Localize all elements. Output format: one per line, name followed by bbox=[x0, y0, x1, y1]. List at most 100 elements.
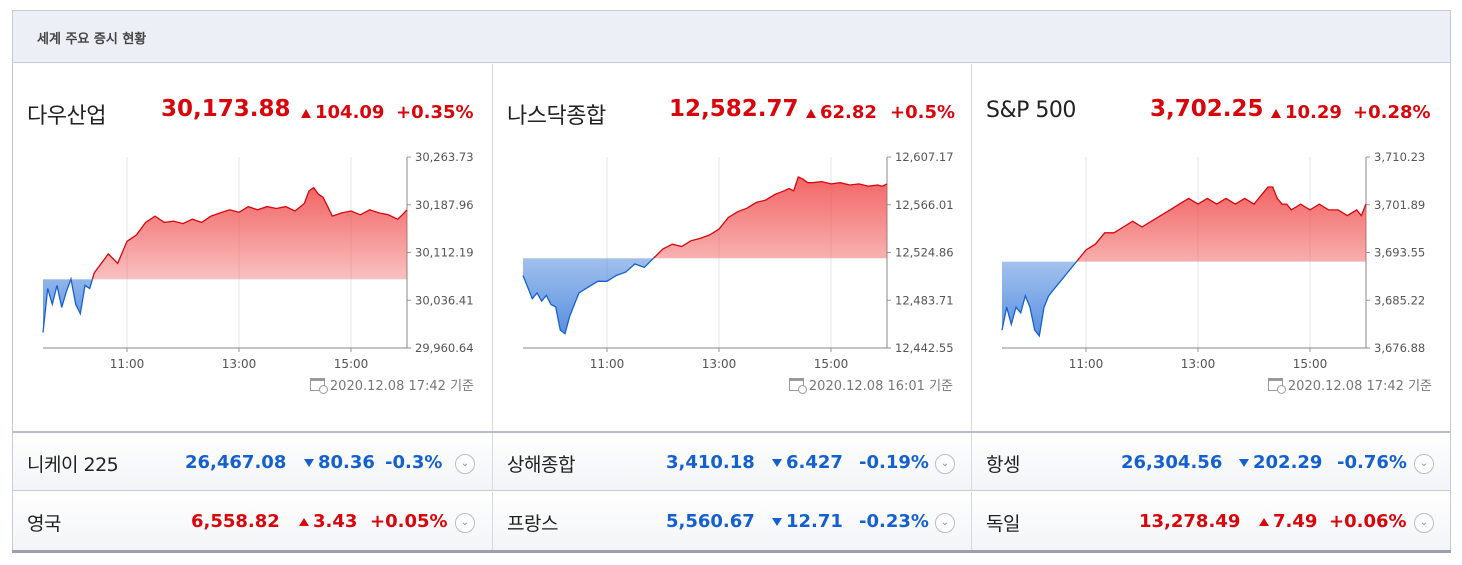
intraday-chart-dow: 11:00 13:00 15:00 30,263.73 30,187.96 30,112.… bbox=[42, 150, 474, 371]
x-tick-label: 11:00 bbox=[590, 357, 625, 371]
index-change: 104.09 bbox=[315, 102, 385, 123]
timestamp: 2020.12.08 17:42 기준 bbox=[309, 375, 474, 394]
index-row-shanghai[interactable]: 상해종합 3,410.18 6.427 -0.19% ⌄ bbox=[492, 433, 971, 491]
row-change: 7.49 bbox=[1273, 511, 1318, 532]
y-tick-label: 30,112.19 bbox=[415, 246, 474, 260]
index-panel-sp500[interactable]: S&P 500 3,702.25 10.29 +0.28% 11:00 13:00… bbox=[971, 64, 1450, 431]
calendar-clock-icon bbox=[309, 378, 328, 394]
index-row-hangseng[interactable]: 항셍 26,304.56 202.29 -0.76% ⌄ bbox=[971, 433, 1450, 491]
y-tick-label: 29,960.64 bbox=[415, 341, 474, 355]
calendar-clock-icon bbox=[1267, 378, 1286, 394]
area-above-baseline bbox=[43, 187, 407, 280]
x-tick-label: 13:00 bbox=[1181, 357, 1216, 371]
index-row-uk[interactable]: 영국 6,558.82 3.43 +0.05% ⌄ bbox=[13, 492, 492, 552]
chevron-down-circle-icon[interactable]: ⌄ bbox=[935, 454, 955, 474]
chevron-down-circle-icon[interactable]: ⌄ bbox=[455, 454, 475, 474]
y-tick-label: 3,676.88 bbox=[1374, 341, 1425, 355]
timestamp: 2020.12.08 17:42 기준 bbox=[1267, 375, 1432, 394]
row-change: 80.36 bbox=[318, 452, 375, 473]
y-tick-label: 12,442.55 bbox=[895, 341, 954, 355]
widget-header: 세계 주요 증시 현황 bbox=[13, 11, 1450, 63]
row-value: 5,560.67 bbox=[666, 511, 755, 532]
index-row-nikkei[interactable]: 니케이 225 26,467.08 80.36 -0.3% ⌄ bbox=[13, 433, 492, 491]
row-percent: -0.76% bbox=[1337, 452, 1407, 473]
y-tick-label: 12,566.01 bbox=[895, 198, 954, 212]
y-tick-label: 3,685.22 bbox=[1374, 293, 1425, 307]
x-tick-label: 15:00 bbox=[334, 357, 369, 371]
row-change: 6.427 bbox=[786, 452, 843, 473]
intraday-chart-sp500: 11:00 13:00 15:00 3,710.23 3,701.89 3,693.55 3… bbox=[1001, 150, 1425, 371]
down-triangle-icon bbox=[772, 459, 782, 467]
x-tick-label: 11:00 bbox=[110, 357, 145, 371]
row-value: 3,410.18 bbox=[666, 452, 755, 473]
row-change: 202.29 bbox=[1253, 452, 1323, 473]
intraday-chart-nasdaq: 11:00 13:00 15:00 12,607.17 12,566.01 12,524.… bbox=[522, 150, 954, 371]
widget-title: 세계 주요 증시 현황 bbox=[37, 32, 147, 47]
index-value: 30,173.88 bbox=[161, 96, 291, 122]
row-percent: +0.06% bbox=[1329, 511, 1407, 532]
chevron-down-circle-icon[interactable]: ⌄ bbox=[1414, 454, 1434, 474]
x-tick-label: 15:00 bbox=[814, 357, 849, 371]
area-above-baseline bbox=[653, 176, 887, 259]
row-percent: -0.3% bbox=[385, 452, 443, 473]
row-value: 26,467.08 bbox=[185, 452, 287, 473]
index-percent: +0.35% bbox=[396, 102, 474, 123]
bottom-border bbox=[12, 550, 1451, 553]
y-tick-label: 12,483.71 bbox=[895, 293, 954, 307]
area-above-baseline bbox=[1002, 187, 1366, 262]
up-triangle-icon bbox=[1271, 109, 1281, 118]
row-name: 항셍 bbox=[986, 454, 1020, 476]
x-tick-label: 13:00 bbox=[702, 357, 737, 371]
row-percent: +0.05% bbox=[370, 511, 448, 532]
y-tick-label: 30,263.73 bbox=[415, 150, 474, 164]
row-name: 상해종합 bbox=[507, 454, 575, 476]
index-percent: +0.28% bbox=[1353, 102, 1431, 123]
row-value: 13,278.49 bbox=[1139, 511, 1241, 532]
down-triangle-icon bbox=[304, 459, 314, 467]
index-percent: +0.5% bbox=[890, 102, 956, 123]
timestamp: 2020.12.08 16:01 기준 bbox=[788, 375, 953, 394]
chevron-down-circle-icon[interactable]: ⌄ bbox=[935, 513, 955, 533]
index-name: 다우산업 bbox=[27, 104, 106, 129]
timestamp-text: 2020.12.08 16:01 기준 bbox=[808, 379, 953, 394]
up-triangle-icon bbox=[301, 109, 311, 118]
y-tick-label: 3,701.89 bbox=[1374, 198, 1425, 212]
row-value: 6,558.82 bbox=[191, 511, 280, 532]
row-name: 니케이 225 bbox=[27, 454, 119, 476]
index-row-france[interactable]: 프랑스 5,560.67 12.71 -0.23% ⌄ bbox=[492, 492, 971, 552]
row-percent: -0.19% bbox=[859, 452, 929, 473]
y-tick-label: 3,693.55 bbox=[1374, 246, 1425, 260]
y-tick-label: 30,036.41 bbox=[415, 293, 474, 307]
chevron-down-circle-icon[interactable]: ⌄ bbox=[455, 513, 475, 533]
series-line-up bbox=[1075, 186, 1367, 262]
index-row-germany[interactable]: 독일 13,278.49 7.49 +0.06% ⌄ bbox=[971, 492, 1450, 552]
series-line-up bbox=[70, 186, 408, 280]
area-below-baseline bbox=[43, 279, 93, 333]
series-line-up bbox=[652, 175, 888, 259]
up-triangle-icon bbox=[1259, 518, 1269, 526]
row-name: 프랑스 bbox=[507, 513, 558, 535]
down-triangle-icon bbox=[1239, 459, 1249, 467]
series-line-down bbox=[522, 258, 655, 335]
series-line-down bbox=[1001, 261, 1078, 338]
row-change: 12.71 bbox=[786, 511, 843, 532]
up-triangle-icon bbox=[806, 109, 816, 118]
other-indices-table: 니케이 225 26,467.08 80.36 -0.3% ⌄ 상해종합 3,4… bbox=[13, 431, 1450, 552]
chevron-down-circle-icon[interactable]: ⌄ bbox=[1414, 513, 1434, 533]
calendar-clock-icon bbox=[788, 378, 807, 394]
index-change: 10.29 bbox=[1285, 102, 1342, 123]
row-change: 3.43 bbox=[313, 511, 358, 532]
index-value: 12,582.77 bbox=[669, 96, 799, 122]
world-stock-widget: 세계 주요 증시 현황 다우산업 30,173.88 104.09 +0.35%… bbox=[12, 10, 1451, 552]
row-name: 영국 bbox=[27, 513, 61, 535]
row-name: 독일 bbox=[986, 513, 1020, 535]
area-below-baseline bbox=[1002, 261, 1077, 336]
series-line-down bbox=[42, 279, 94, 333]
index-panel-dow[interactable]: 다우산업 30,173.88 104.09 +0.35% 11:00 13:00 1… bbox=[13, 64, 492, 431]
x-tick-label: 13:00 bbox=[222, 357, 257, 371]
index-panel-nasdaq[interactable]: 나스닥종합 12,582.77 62.82 +0.5% 11:00 13:00 15… bbox=[492, 64, 971, 431]
area-below-baseline bbox=[523, 258, 887, 334]
up-triangle-icon bbox=[299, 518, 309, 526]
y-tick-label: 12,524.86 bbox=[895, 246, 954, 260]
index-value: 3,702.25 bbox=[1150, 96, 1264, 122]
